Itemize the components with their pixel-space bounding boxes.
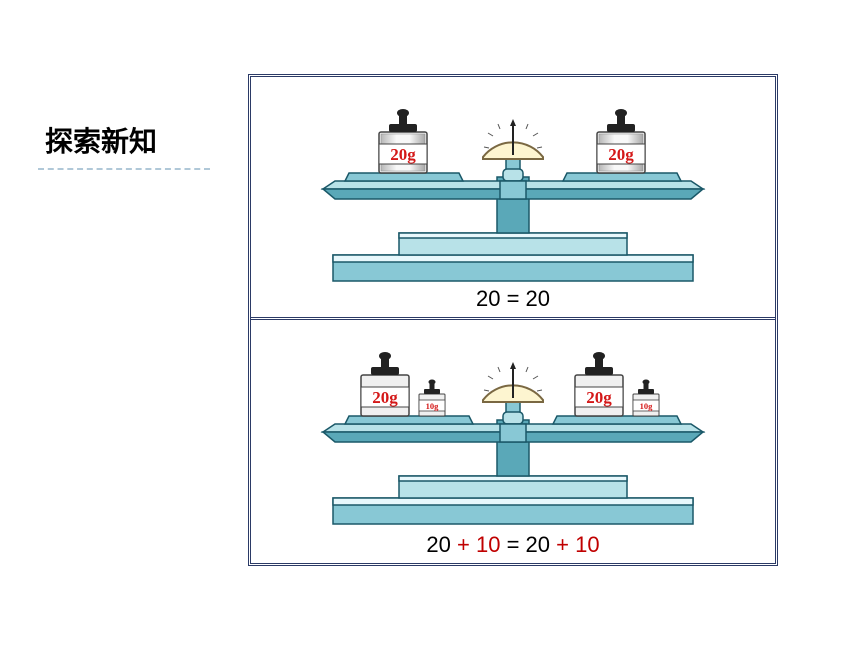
- equation-2: 20 + 10 = 20 + 10: [251, 532, 775, 558]
- section-title: 探索新知: [45, 120, 157, 160]
- weight-left-20g: 20g: [379, 109, 427, 173]
- scale-svg-2: 20g 10g 20g: [251, 320, 775, 530]
- eq2-plus-right: + 10: [550, 532, 600, 557]
- weight-right-20g: 20g: [597, 109, 645, 173]
- eq2-equals: =: [500, 532, 525, 557]
- balance-diagram-container: 20g 20g: [248, 74, 778, 566]
- scale-svg-1: 20g 20g: [251, 77, 775, 287]
- weight-right-20g-p2: 20g: [575, 352, 623, 416]
- weight-left-20g-p2: 20g: [361, 352, 409, 416]
- svg-text:20g: 20g: [608, 145, 634, 164]
- eq2-right: 20: [526, 532, 550, 557]
- balance-panel-2: 20g 10g 20g: [251, 320, 775, 563]
- svg-text:20g: 20g: [586, 388, 612, 407]
- eq1-equals: =: [500, 286, 525, 311]
- eq2-left: 20: [426, 532, 450, 557]
- eq1-left: 20: [476, 286, 500, 311]
- svg-text:20g: 20g: [372, 388, 398, 407]
- balance-panel-1: 20g 20g: [251, 77, 775, 320]
- weight-left-10g: 10g: [419, 380, 445, 417]
- svg-text:10g: 10g: [640, 401, 654, 411]
- weight-right-10g: 10g: [633, 380, 659, 417]
- svg-text:10g: 10g: [426, 401, 440, 411]
- equation-1: 20 = 20: [251, 286, 775, 312]
- eq2-plus-left: + 10: [451, 532, 501, 557]
- title-underline: [38, 168, 210, 170]
- eq1-right: 20: [526, 286, 550, 311]
- svg-text:20g: 20g: [390, 145, 416, 164]
